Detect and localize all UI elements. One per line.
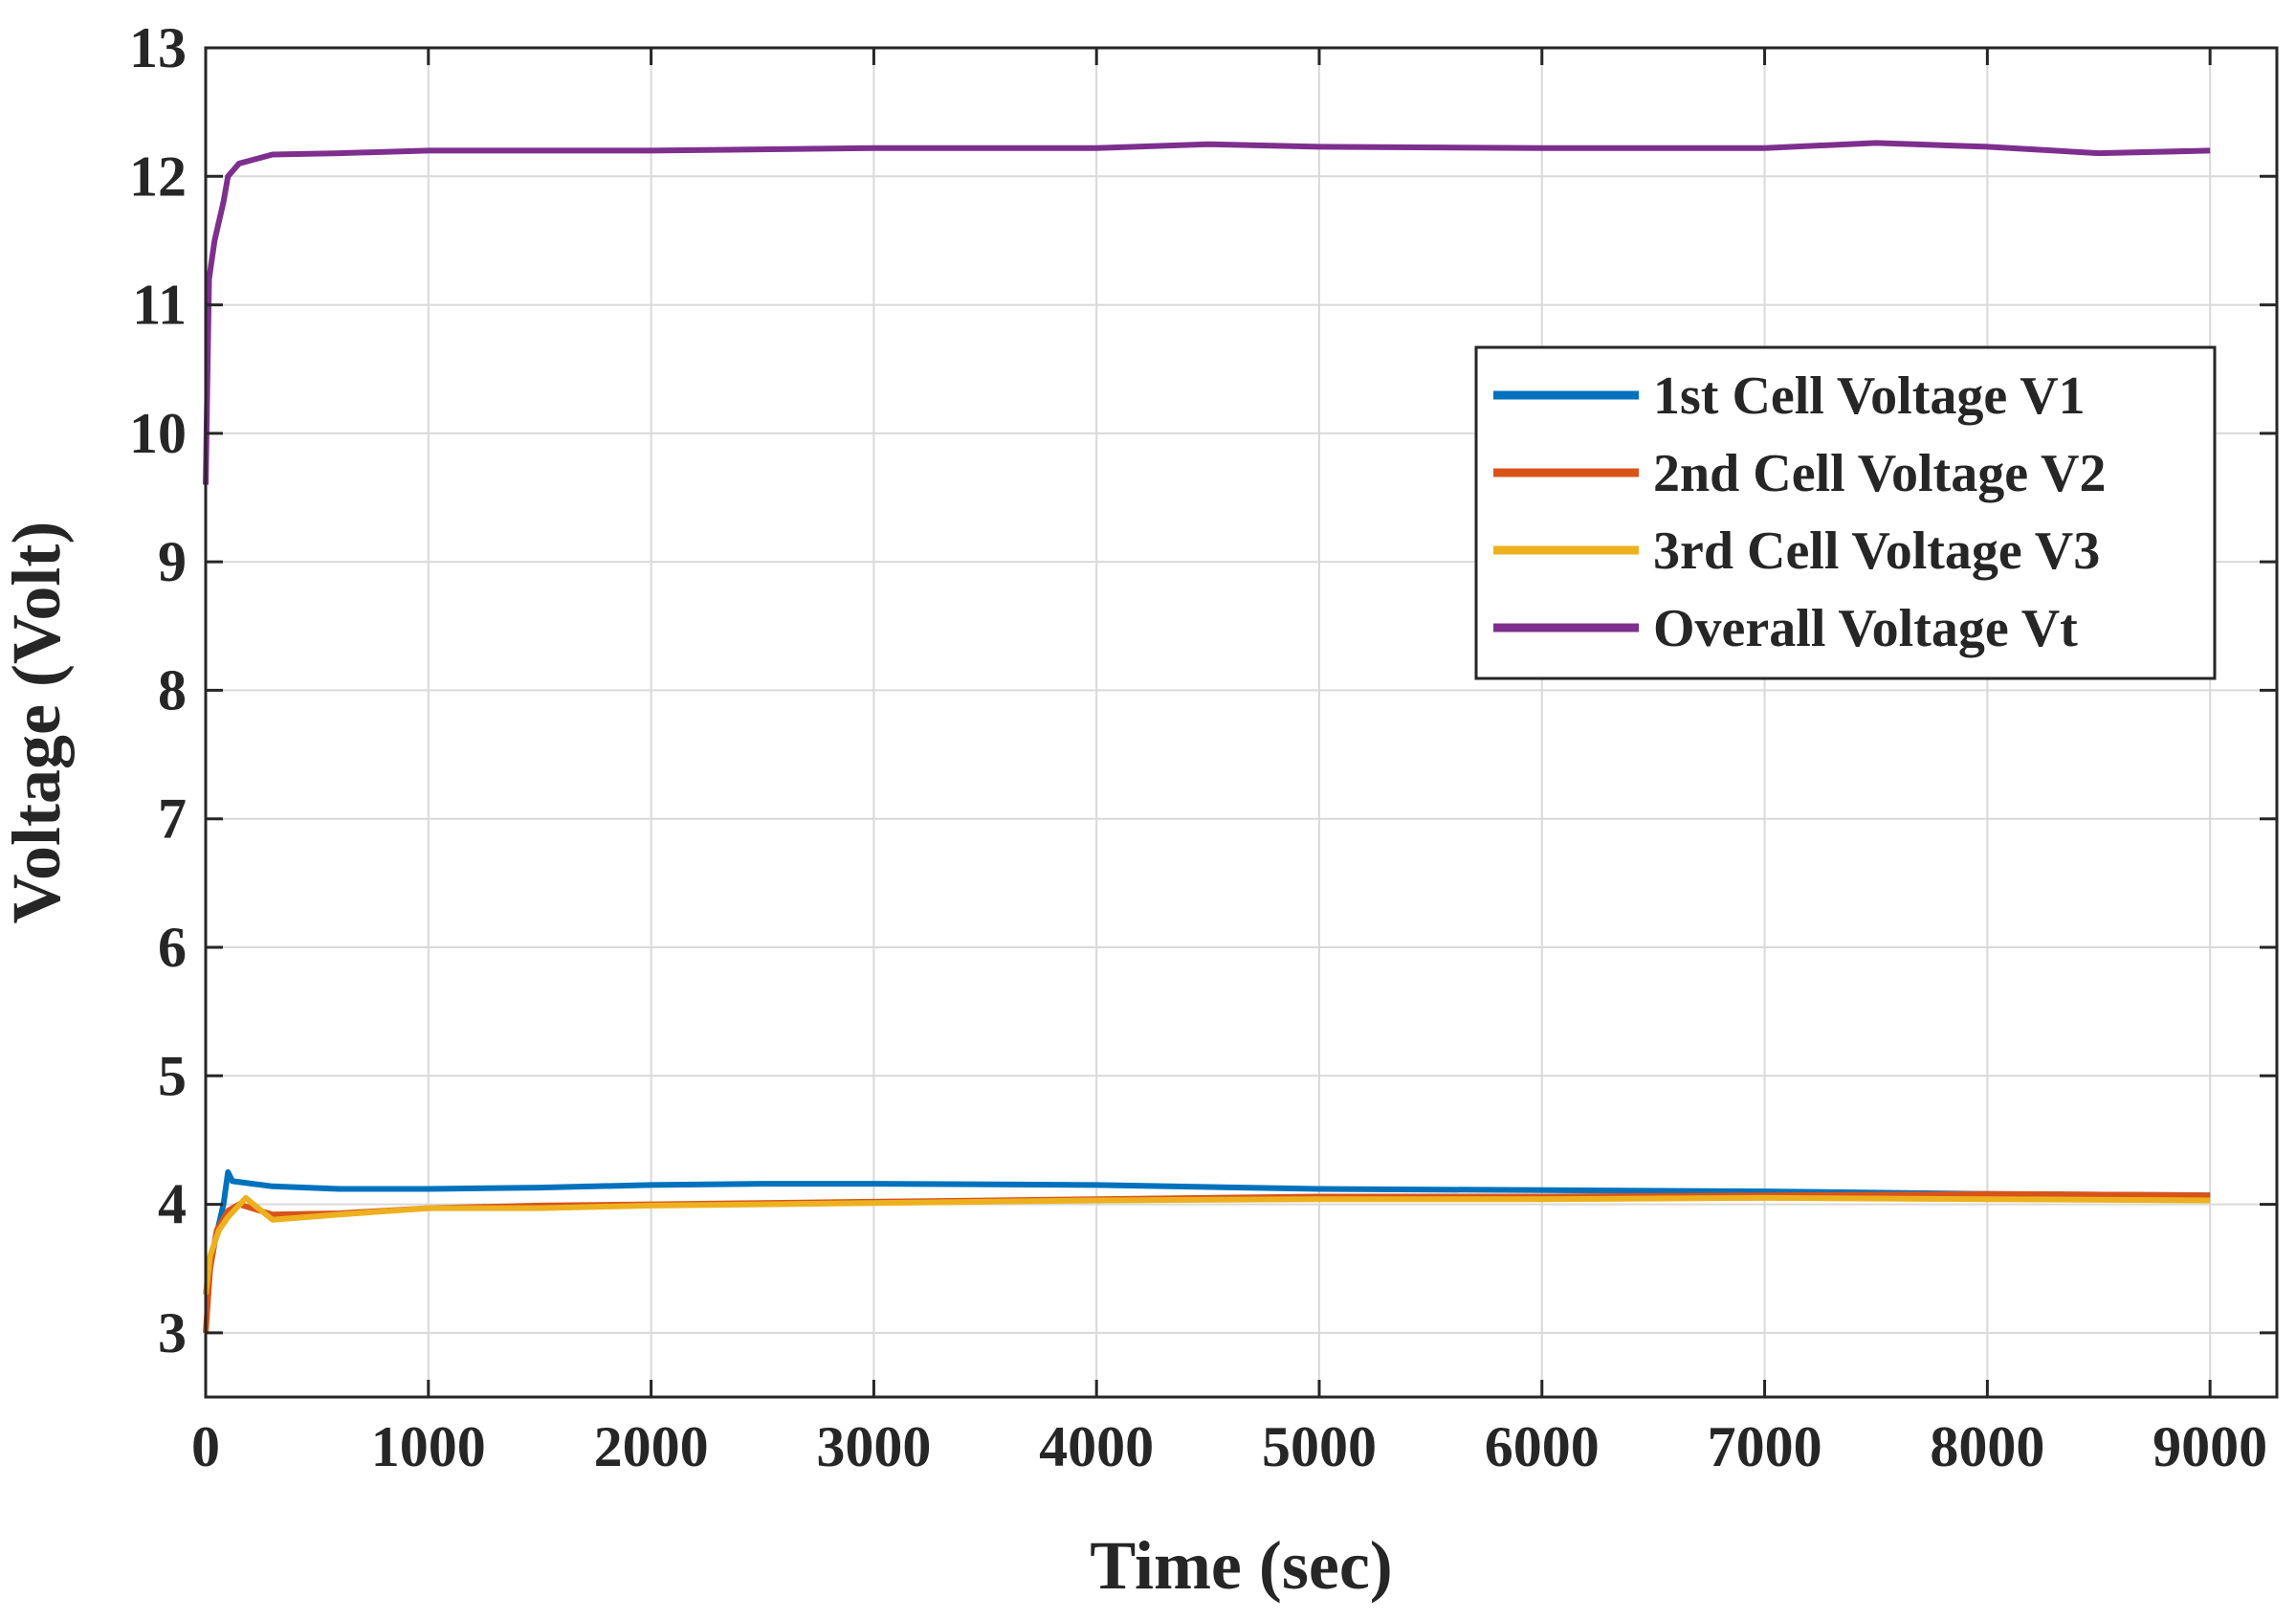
series-line-4	[203, 140, 2211, 485]
y-tick-label: 4	[158, 1173, 187, 1236]
series-line-1	[203, 1169, 2211, 1296]
x-tick-label: 8000	[1930, 1415, 2044, 1478]
legend: 1st Cell Voltage V1 2nd Cell Voltage V2 3r…	[1474, 345, 2217, 680]
x-tick-label: 1000	[371, 1415, 486, 1478]
x-tick-label: 9000	[2152, 1415, 2267, 1478]
y-tick-label: 6	[158, 916, 187, 979]
legend-label-4: Overall Voltage Vt	[1653, 599, 2078, 658]
y-axis-ticks: 3 4 5 6 7 8 9 10 11 12 13	[129, 16, 2277, 1365]
legend-label-1: 1st Cell Voltage V1	[1653, 366, 2086, 426]
y-axis-title: Voltage (Volt)	[0, 522, 75, 924]
series-line-3	[203, 1194, 2211, 1295]
y-tick-label: 5	[158, 1044, 187, 1107]
series-lines	[203, 140, 2211, 1334]
x-tick-label: 7000	[1708, 1415, 1822, 1478]
legend-label-3: 3rd Cell Voltage V3	[1653, 522, 2100, 581]
y-tick-label: 12	[129, 144, 187, 208]
x-tick-label: 4000	[1039, 1415, 1154, 1478]
y-tick-label: 13	[129, 16, 187, 79]
y-tick-label: 8	[158, 658, 187, 721]
plot-frame	[204, 46, 2279, 1399]
y-tick-label: 10	[129, 402, 187, 465]
x-tick-label: 5000	[1262, 1415, 1377, 1478]
x-tick-label: 2000	[594, 1415, 709, 1478]
x-axis-title: Time (sec)	[1090, 1527, 1393, 1604]
y-tick-label: 3	[158, 1301, 187, 1365]
x-tick-label: 0	[191, 1415, 220, 1478]
y-tick-label: 9	[158, 530, 187, 593]
legend-label-2: 2nd Cell Voltage V2	[1653, 444, 2106, 503]
y-tick-label: 7	[158, 788, 187, 851]
y-tick-label: 11	[132, 274, 187, 337]
legend-box	[1474, 345, 2217, 680]
x-tick-label: 3000	[816, 1415, 931, 1478]
x-tick-label: 6000	[1485, 1415, 1600, 1478]
x-axis-ticks: 0 1000 2000 3000 4000 5000 6000 7000 8000 9000	[191, 48, 2267, 1478]
